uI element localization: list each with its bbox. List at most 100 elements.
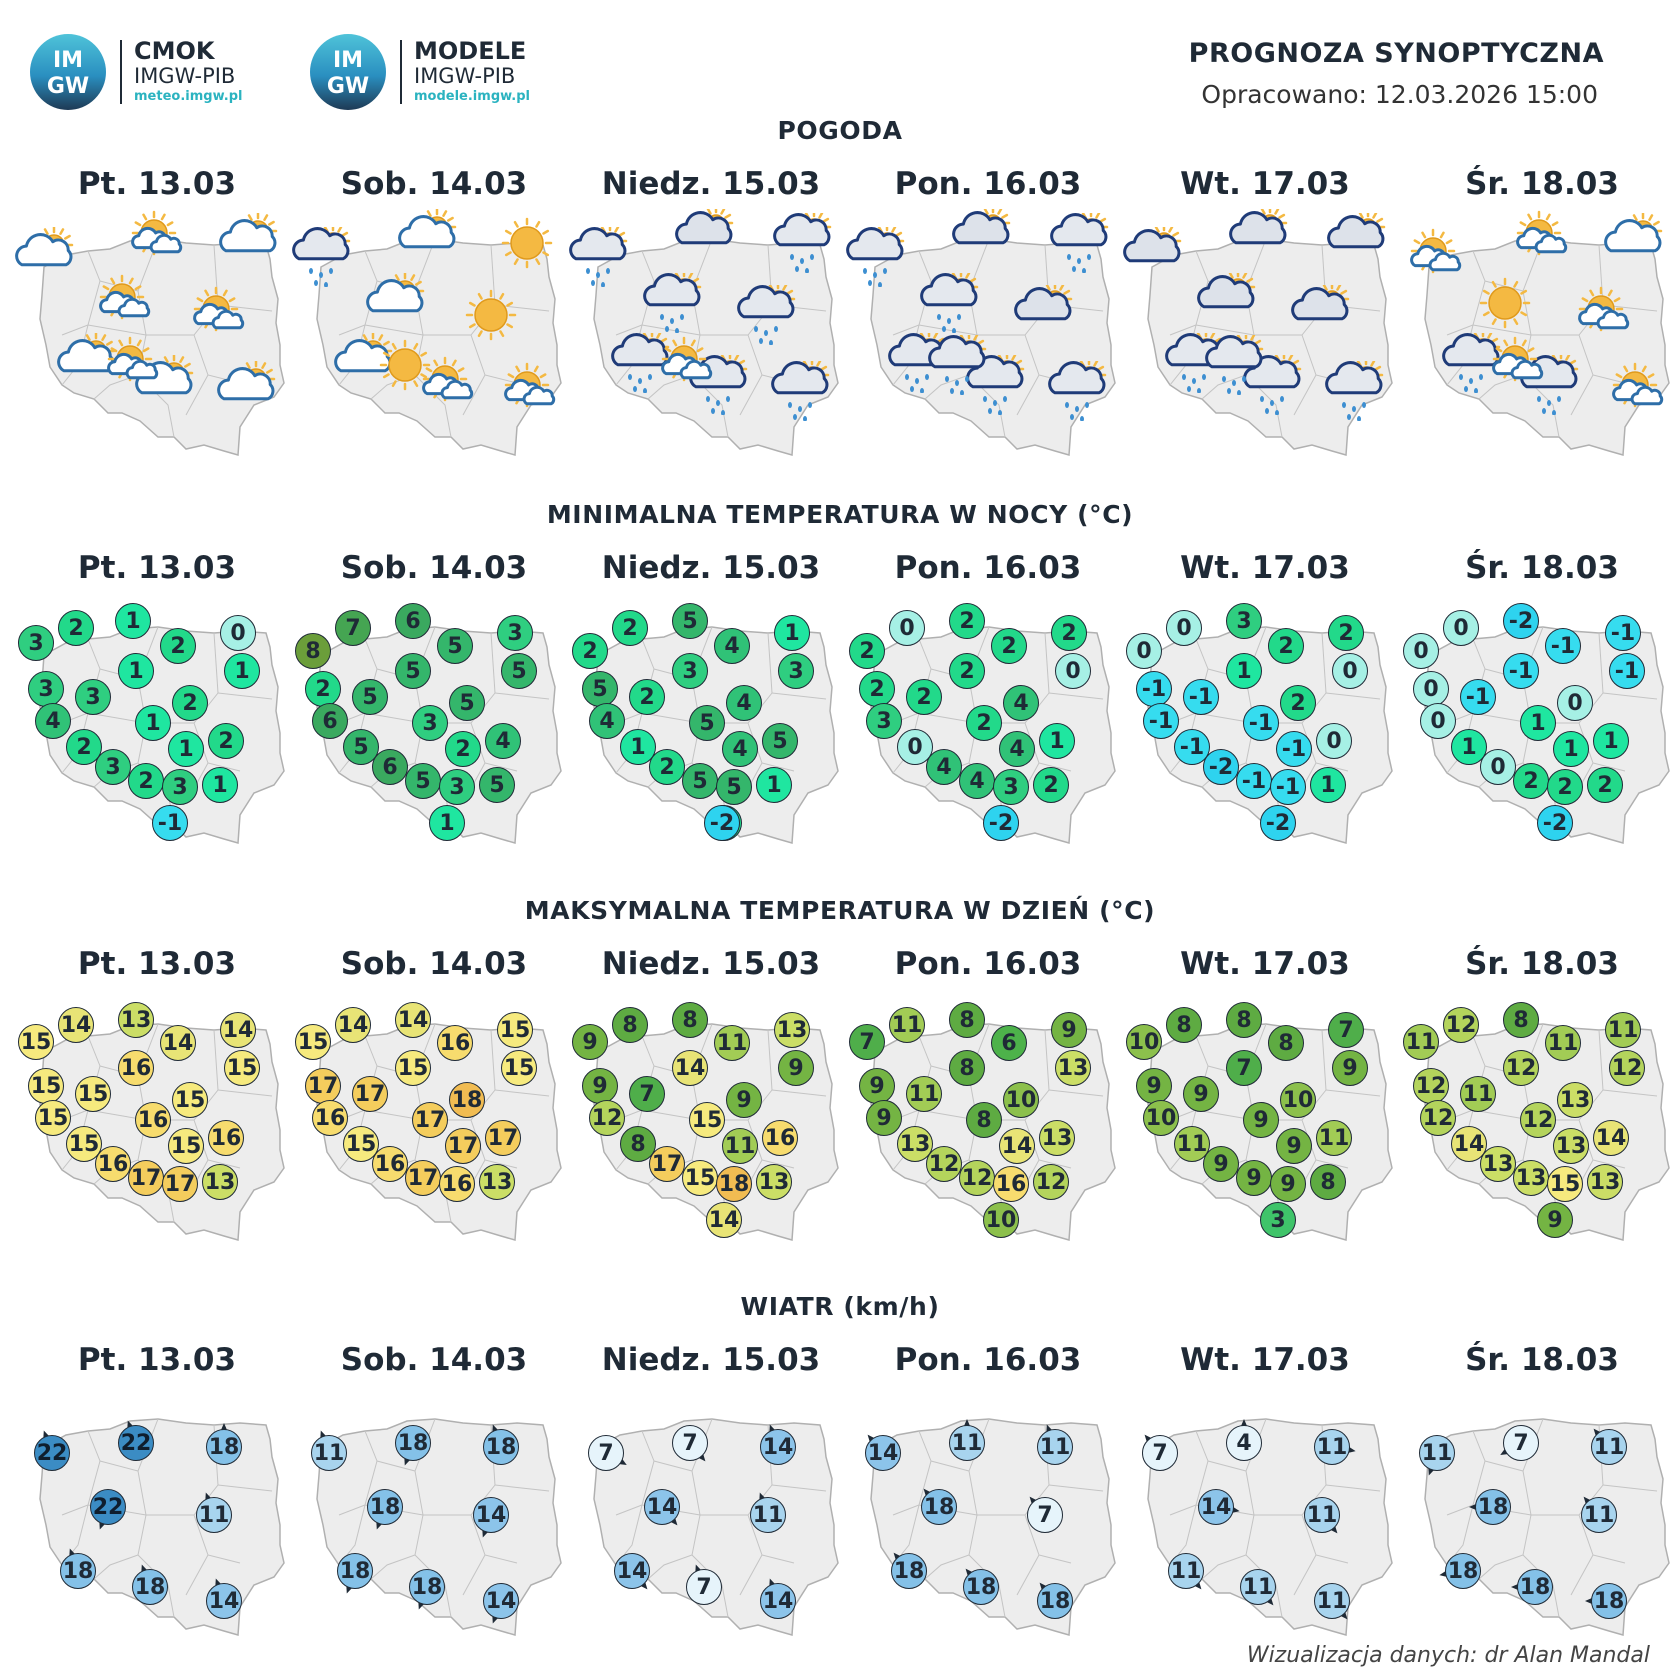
- tmin-marker: 2: [172, 685, 208, 721]
- wind-marker: 18: [483, 1429, 519, 1465]
- tmax-marker: 8: [612, 1007, 648, 1043]
- logo-modele: IM GW MODELE IMGW-PIB modele.imgw.pl: [310, 34, 530, 110]
- wind-marker: 11: [311, 1435, 347, 1471]
- tmin-marker: 5: [582, 671, 618, 707]
- tmin-marker: 1: [168, 731, 204, 767]
- poland-map: 22 22 18 22 11 18 18 14: [18, 1395, 296, 1645]
- poland-map: 10 8 8 8 7 9 9 9 7 10 10 9 11 9 11 9 9 9 8 3: [1126, 1000, 1404, 1250]
- tmin-marker: -1: [1545, 628, 1581, 664]
- tmax-marker: 17: [352, 1076, 388, 1112]
- day-label: Pon. 16.03: [894, 946, 1082, 982]
- tmin-marker: 2: [1587, 767, 1623, 803]
- tmin-marker: 2: [58, 610, 94, 646]
- tmin-marker: 2: [949, 653, 985, 689]
- tmax-marker: 12: [1420, 1100, 1456, 1136]
- tmax-marker: 16: [208, 1120, 244, 1156]
- tmax-marker: 15: [172, 1082, 208, 1118]
- wind-marker: 14: [473, 1497, 509, 1533]
- tmin-marker: 3: [162, 769, 198, 805]
- poland-map: [846, 209, 1127, 465]
- tmax-marker: 14: [160, 1025, 196, 1061]
- tmin-marker: -1: [1243, 705, 1279, 741]
- tmin-marker: 4: [35, 703, 71, 739]
- tmax-marker: 10: [1003, 1082, 1039, 1118]
- prepared-date: Opracowano: 12.03.2026 15:00: [1201, 80, 1598, 109]
- tmin-marker: 1: [620, 729, 656, 765]
- logo-url[interactable]: modele.imgw.pl: [414, 89, 530, 104]
- tmin-marker: -1: [1609, 653, 1645, 689]
- tmax-marker: 15: [295, 1024, 331, 1060]
- tmax-marker: 7: [629, 1076, 665, 1112]
- tmax-marker: 8: [949, 1050, 985, 1086]
- wind-marker: 11: [1037, 1429, 1073, 1465]
- tmax-marker: 10: [1126, 1024, 1162, 1060]
- tmin-marker: 3: [28, 671, 64, 707]
- tmin-marker: 0: [1413, 671, 1449, 707]
- tmin-marker: 2: [906, 679, 942, 715]
- tmax-marker: 16: [437, 1025, 473, 1061]
- tmax-marker: 14: [999, 1128, 1035, 1164]
- tmin-marker: 1: [135, 705, 171, 741]
- tmax-marker: 12: [1609, 1050, 1645, 1086]
- poland-map: [15, 210, 296, 465]
- tmax-marker: 15: [689, 1102, 725, 1138]
- wind-marker: 18: [60, 1553, 96, 1589]
- tmin-marker: -1: [1236, 763, 1272, 799]
- tmin-marker: 2: [991, 628, 1027, 664]
- tmax-marker: 17: [412, 1102, 448, 1138]
- tmin-marker: 1: [1451, 729, 1487, 765]
- poland-map: 15 14 13 14 14 15 15 15 16 15 15 16 15 15 16 16 17 17 13: [18, 1000, 296, 1250]
- tmax-marker: 13: [1587, 1164, 1623, 1200]
- poland-map: 7 4 11 14 11 11 11 11: [1126, 1395, 1404, 1645]
- tmax-marker: 12: [1520, 1102, 1556, 1138]
- tmin-marker: 3: [1226, 603, 1262, 639]
- tmin-marker: 4: [1003, 685, 1039, 721]
- tmin-marker: 1: [224, 653, 260, 689]
- tmin-marker: 0: [1420, 703, 1456, 739]
- logo-url[interactable]: meteo.imgw.pl: [134, 89, 243, 104]
- wind-marker: 11: [1314, 1583, 1350, 1619]
- tmax-marker: 15: [28, 1068, 64, 1104]
- tmin-marker: -1: [1460, 679, 1496, 715]
- wind-marker: 22: [118, 1425, 154, 1461]
- tmax-marker: 16: [993, 1166, 1029, 1202]
- tmax-marker: 9: [582, 1068, 618, 1104]
- logo-name: MODELE: [414, 37, 527, 65]
- day-label: Śr. 18.03: [1465, 1342, 1619, 1378]
- tmin-marker: -1: [1276, 731, 1312, 767]
- wind-marker: 14: [1198, 1489, 1234, 1525]
- wind-marker: 22: [34, 1435, 70, 1471]
- tmin-marker: 5: [437, 628, 473, 664]
- tmin-marker: 5: [395, 653, 431, 689]
- tmin-marker: 5: [501, 653, 537, 689]
- tmin-marker: 3: [412, 705, 448, 741]
- day-label: Pon. 16.03: [894, 166, 1082, 202]
- tmax-marker: 11: [889, 1007, 925, 1043]
- tmin-marker: 0: [1557, 685, 1593, 721]
- tmin-marker: -2: [1537, 805, 1573, 841]
- wind-marker: 18: [1517, 1569, 1553, 1605]
- tmax-marker: 15: [224, 1050, 260, 1086]
- tmin-marker: 1: [1593, 723, 1629, 759]
- day-label: Wt. 17.03: [1180, 166, 1350, 202]
- tmin-marker: 5: [352, 679, 388, 715]
- tmin-marker: 1: [429, 805, 465, 841]
- poland-map: [1123, 209, 1404, 465]
- tmin-marker: -1: [1136, 671, 1172, 707]
- tmax-marker: 14: [335, 1007, 371, 1043]
- tmin-marker: 4: [959, 763, 995, 799]
- wind-marker: 7: [1142, 1435, 1178, 1471]
- tmax-marker: 15: [501, 1050, 537, 1086]
- day-label: Śr. 18.03: [1465, 166, 1619, 202]
- wind-marker: 14: [644, 1489, 680, 1525]
- tmax-marker: 17: [485, 1120, 521, 1156]
- tmin-marker: 2: [612, 610, 648, 646]
- wind-marker: 11: [1168, 1553, 1204, 1589]
- tmin-marker: 5: [762, 723, 798, 759]
- tmax-marker: 3: [1260, 1202, 1296, 1238]
- wind-marker: 18: [1591, 1583, 1627, 1619]
- wind-marker: 22: [90, 1489, 126, 1525]
- tmin-marker: -2: [1203, 749, 1239, 785]
- tmax-marker: 12: [1033, 1164, 1069, 1200]
- tmax-marker: 9: [1270, 1166, 1306, 1202]
